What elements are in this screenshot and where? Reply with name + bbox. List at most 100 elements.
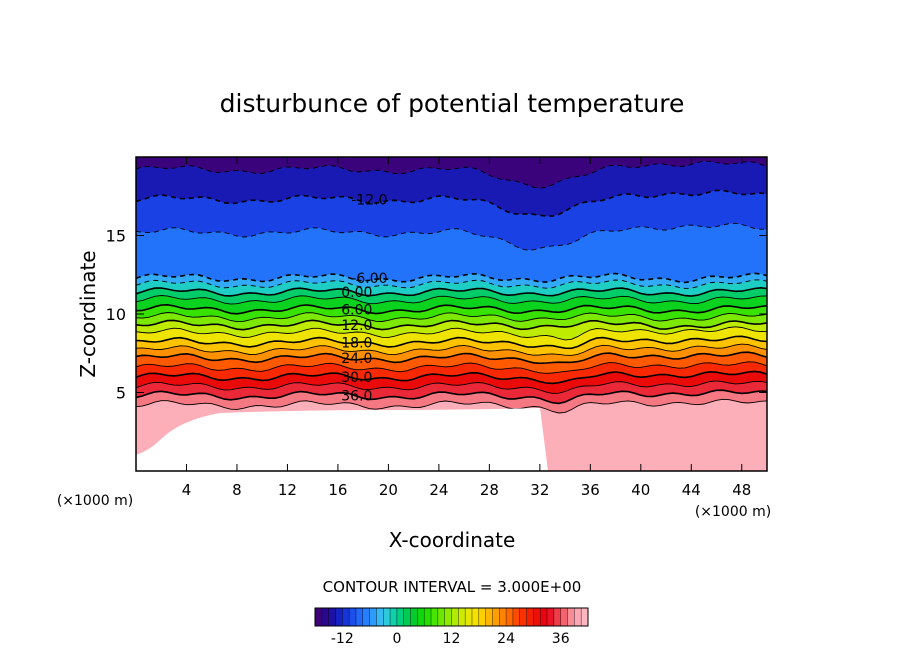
y-tick-label: 5	[116, 384, 126, 403]
colorbar-cell	[451, 608, 459, 626]
colorbar-cell	[403, 608, 411, 626]
y-axis-label: Z-coordinate	[76, 250, 100, 377]
colorbar-cell	[512, 608, 521, 626]
x-tick-label: 12	[278, 481, 297, 499]
x-tick-label: 4	[182, 481, 192, 499]
colorbar-cell	[335, 608, 343, 626]
colorbar-cell	[560, 608, 568, 626]
colorbar-frame	[314, 607, 589, 627]
contour-label: -12.0	[351, 192, 387, 208]
colorbar-cell	[471, 608, 480, 626]
colorbar-cell	[547, 608, 555, 626]
colorbar-cell	[376, 608, 384, 626]
colorbar-cell	[362, 608, 370, 626]
contour-label: 24.0	[341, 351, 372, 367]
colorbar-cell	[465, 608, 473, 626]
y-axis-ticks: 5 10 15	[106, 227, 767, 403]
colorbar-cell	[526, 608, 534, 626]
colorbar-cell	[328, 608, 336, 626]
colorbar-cell	[567, 608, 575, 626]
colorbar-cell	[315, 608, 323, 626]
contour-lines	[136, 160, 767, 414]
contour-line--12	[136, 189, 767, 217]
contour-line-33	[136, 380, 767, 394]
x-axis-unit-left: (×1000 m)	[57, 493, 133, 509]
colorbar-cell	[369, 608, 377, 626]
contour-line-39	[136, 398, 767, 414]
low-level-cold-region	[136, 408, 548, 471]
colorbar-tick-label: 12	[443, 631, 461, 647]
colorbar-cell	[506, 608, 514, 626]
contour-label: 0.00	[341, 285, 372, 301]
colorbar-cell	[574, 608, 582, 626]
colorbar-cell	[383, 608, 391, 626]
colorbar-cell	[499, 608, 507, 626]
x-tick-label: 40	[631, 481, 650, 499]
x-tick-label: 20	[379, 481, 398, 499]
x-tick-label: 24	[429, 481, 448, 499]
colorbar-cell	[519, 608, 527, 626]
contour-label: 18.0	[341, 335, 372, 351]
contour-line-18	[136, 335, 767, 350]
contour-line-9	[136, 312, 767, 323]
x-axis-ticks: 4 8 12 16 20 24 28 32 36 40 44 48	[182, 157, 751, 499]
x-tick-label: 8	[232, 481, 242, 499]
contour-label: 36.0	[341, 389, 372, 405]
contour-line-6	[136, 303, 767, 315]
colorbar-cell	[410, 608, 418, 626]
contour-line-15	[136, 326, 767, 341]
contour-line-24	[136, 351, 767, 365]
colorbar-cell	[396, 608, 405, 626]
colorbar-cell	[417, 608, 425, 626]
colorbar-cell	[533, 608, 541, 626]
colorbar-tick-label: 24	[497, 631, 515, 647]
contour-label: 12.0	[341, 318, 372, 334]
colorbar-cell	[349, 608, 357, 626]
contour-line--3	[136, 279, 767, 289]
colorbar-cell	[540, 608, 548, 626]
contour-line-0	[136, 286, 767, 297]
colorbar-cell	[444, 608, 452, 626]
colorbar-cell	[437, 608, 445, 626]
colorbar-cell	[581, 608, 589, 626]
colorbar-cell	[321, 608, 329, 626]
colorbar-cell	[553, 608, 562, 626]
plot-area	[136, 157, 767, 471]
contour-line-36	[136, 389, 767, 405]
colorbar-tick-label: 0	[392, 631, 401, 647]
contour-line-27	[136, 361, 767, 374]
x-tick-label: 36	[581, 481, 600, 499]
colorbar-cell	[355, 608, 364, 626]
x-tick-label: 44	[682, 481, 701, 499]
colorbar-tick-label: 36	[552, 631, 570, 647]
y-tick-label: 10	[106, 305, 126, 324]
colorbar-cell	[431, 608, 439, 626]
contour-line--6	[136, 272, 767, 284]
colorbar	[314, 607, 589, 627]
x-axis-label: X-coordinate	[389, 528, 516, 552]
x-axis-unit-right: (×1000 m)	[695, 504, 771, 520]
x-tick-label: 28	[480, 481, 499, 499]
contour-label: 6.00	[341, 302, 372, 318]
colorbar-cell	[492, 608, 500, 626]
colorbar-cell	[424, 608, 432, 626]
x-tick-label: 32	[530, 481, 549, 499]
contour-interval-note: CONTOUR INTERVAL = 3.000E+00	[323, 578, 582, 596]
colorbar-cell	[478, 608, 486, 626]
contour-line-12	[136, 319, 767, 331]
chart-title: disturbunce of potential temperature	[220, 89, 685, 118]
colorbar-tick-label: -12	[331, 631, 354, 647]
x-tick-label: 16	[328, 481, 347, 499]
colorbar-cell	[342, 608, 350, 626]
colorbar-tick-labels: -12 0 12 24 36	[331, 631, 570, 647]
contour-label: 30.0	[341, 370, 372, 386]
contour-line-3	[136, 295, 767, 305]
contour-line-21	[136, 343, 767, 356]
colorbar-cell	[390, 608, 398, 626]
colorbar-cell	[485, 608, 493, 626]
colorbar-cell	[458, 608, 466, 626]
contour-label: -6.00	[351, 271, 387, 287]
y-tick-label: 15	[106, 227, 126, 246]
